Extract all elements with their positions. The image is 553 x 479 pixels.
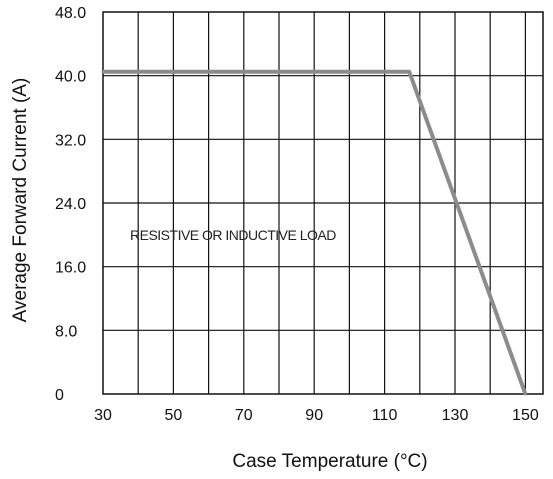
series-layer <box>101 69 528 396</box>
x-tick-label: 30 <box>94 407 112 424</box>
y-tick-label: 0 <box>55 387 64 404</box>
x-axis-title: Case Temperature (°C) <box>232 451 427 472</box>
x-tick-label: 50 <box>165 407 183 424</box>
y-tick-label: 40.0 <box>55 69 86 86</box>
grid <box>103 12 543 394</box>
y-tick-labels: 0 8.0 16.0 24.0 32.0 40.0 48.0 <box>55 5 86 404</box>
y-axis-title: Average Forward Current (A) <box>10 78 31 323</box>
plot-frame <box>102 11 544 395</box>
data-point <box>407 70 411 74</box>
data-point <box>101 70 105 74</box>
y-tick-label: 24.0 <box>55 196 86 213</box>
y-tick-label: 16.0 <box>55 260 86 277</box>
x-tick-labels: 30 50 70 90 110 130 150 <box>94 407 539 424</box>
y-tick-label: 48.0 <box>55 5 86 22</box>
y-tick-label: 8.0 <box>55 323 77 340</box>
x-tick-label: 90 <box>305 407 323 424</box>
data-point <box>523 392 527 396</box>
load-annotation: RESISTIVE OR INDUCTIVE LOAD <box>130 227 336 243</box>
x-tick-label: 130 <box>442 407 469 424</box>
x-tick-label: 70 <box>235 407 253 424</box>
x-tick-label: 110 <box>372 407 398 424</box>
x-tick-label: 150 <box>512 407 539 424</box>
y-tick-label: 32.0 <box>55 132 86 149</box>
